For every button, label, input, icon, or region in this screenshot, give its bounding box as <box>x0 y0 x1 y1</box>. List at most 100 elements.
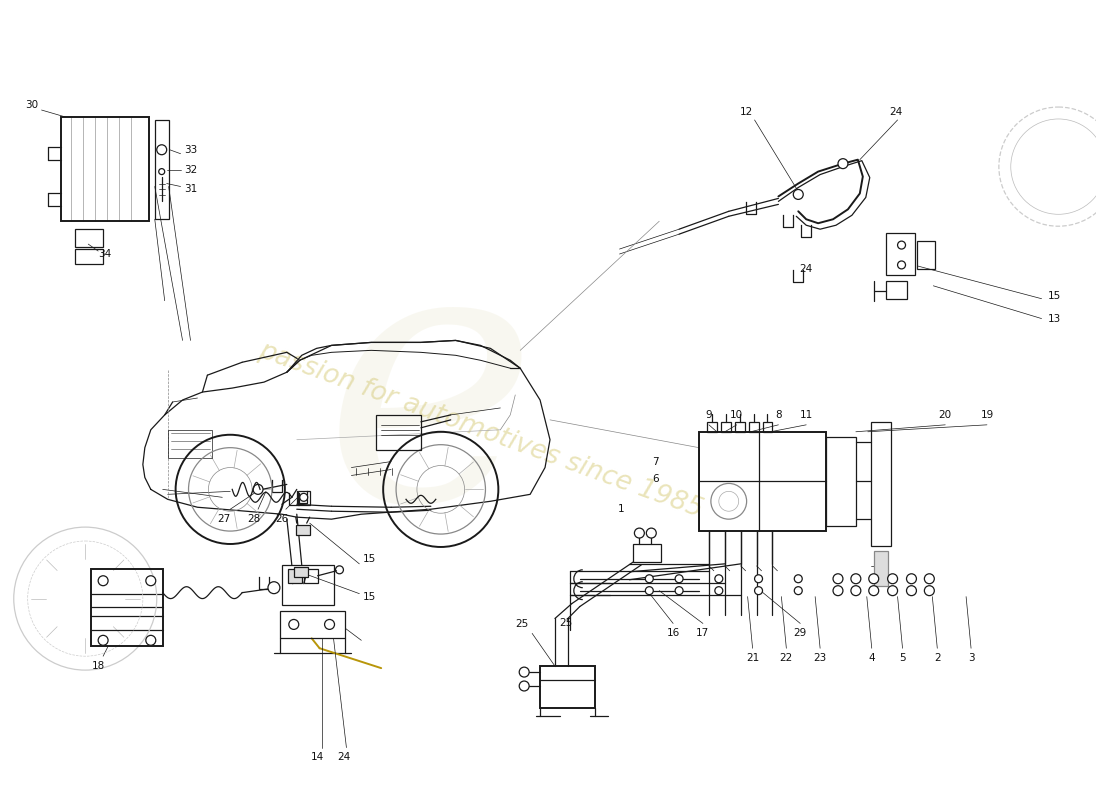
Text: 5: 5 <box>899 653 905 663</box>
Text: 4: 4 <box>868 653 876 663</box>
Bar <box>886 281 907 298</box>
Circle shape <box>838 158 848 169</box>
Circle shape <box>715 586 723 594</box>
Circle shape <box>519 667 529 677</box>
Text: 19: 19 <box>980 410 993 420</box>
Circle shape <box>646 586 653 594</box>
Circle shape <box>646 574 653 582</box>
Bar <box>155 120 168 219</box>
Bar <box>873 551 888 586</box>
Circle shape <box>898 241 905 249</box>
Circle shape <box>869 586 879 596</box>
Text: 23: 23 <box>814 653 827 663</box>
Text: 6: 6 <box>652 474 659 485</box>
Circle shape <box>647 528 657 538</box>
Bar <box>298 491 310 506</box>
Bar <box>167 430 212 458</box>
Bar <box>540 666 595 708</box>
Circle shape <box>268 582 279 594</box>
Circle shape <box>834 586 842 594</box>
Bar <box>707 422 717 432</box>
Circle shape <box>635 528 645 538</box>
Text: 26: 26 <box>275 514 288 524</box>
Bar <box>75 229 103 247</box>
Text: 9: 9 <box>705 410 712 420</box>
Bar <box>75 249 103 264</box>
Circle shape <box>906 574 916 584</box>
Text: passion for automotives since 1985: passion for automotives since 1985 <box>255 337 706 522</box>
Text: 24: 24 <box>889 107 902 117</box>
Circle shape <box>834 574 842 582</box>
Text: 28: 28 <box>248 514 261 524</box>
Circle shape <box>793 190 803 199</box>
Bar <box>62 117 149 222</box>
Circle shape <box>888 574 898 584</box>
Text: 25: 25 <box>559 618 572 629</box>
Bar <box>634 544 661 562</box>
Text: 32: 32 <box>184 165 197 174</box>
Text: 31: 31 <box>184 185 197 194</box>
Bar <box>282 565 333 605</box>
Text: 22: 22 <box>780 653 793 663</box>
Circle shape <box>324 619 334 630</box>
Bar <box>762 422 772 432</box>
Bar <box>288 569 301 582</box>
Text: 11: 11 <box>800 410 813 420</box>
Circle shape <box>299 494 308 502</box>
Circle shape <box>157 145 167 154</box>
Circle shape <box>146 576 156 586</box>
Circle shape <box>888 586 898 596</box>
Circle shape <box>98 576 108 586</box>
Bar <box>917 241 935 269</box>
Circle shape <box>794 586 802 594</box>
Text: 21: 21 <box>746 653 759 663</box>
Bar <box>294 567 308 577</box>
Circle shape <box>519 681 529 691</box>
Circle shape <box>675 574 683 582</box>
Text: 7: 7 <box>652 457 659 466</box>
Circle shape <box>146 635 156 646</box>
Circle shape <box>715 574 723 582</box>
Text: 8: 8 <box>776 410 782 420</box>
Bar <box>735 422 745 432</box>
Bar <box>871 422 891 546</box>
Bar <box>91 569 163 646</box>
Circle shape <box>869 574 879 584</box>
Text: 30: 30 <box>25 100 39 110</box>
Circle shape <box>851 574 861 584</box>
Text: 12: 12 <box>740 107 754 117</box>
Circle shape <box>851 586 861 596</box>
Bar <box>296 525 310 535</box>
Text: 15: 15 <box>363 592 376 602</box>
Bar <box>886 233 915 275</box>
Text: 1: 1 <box>618 504 625 514</box>
Circle shape <box>924 586 934 596</box>
Circle shape <box>253 485 263 494</box>
Circle shape <box>833 574 843 584</box>
Bar <box>304 569 318 582</box>
Text: 20: 20 <box>938 410 952 420</box>
Bar <box>279 610 345 638</box>
Text: 18: 18 <box>91 661 104 671</box>
Text: 33: 33 <box>184 145 197 154</box>
Circle shape <box>924 574 934 584</box>
Circle shape <box>794 574 802 582</box>
Text: 2: 2 <box>934 653 940 663</box>
Text: 3: 3 <box>968 653 975 663</box>
Circle shape <box>906 586 916 596</box>
Text: 24: 24 <box>800 264 813 274</box>
Circle shape <box>675 586 683 594</box>
Text: 16: 16 <box>667 628 680 638</box>
Circle shape <box>755 574 762 582</box>
Circle shape <box>755 586 762 594</box>
Circle shape <box>98 635 108 646</box>
Bar <box>826 437 856 526</box>
Circle shape <box>289 619 299 630</box>
Text: 25: 25 <box>516 619 529 630</box>
Circle shape <box>898 261 905 269</box>
Text: 17: 17 <box>696 628 710 638</box>
Bar <box>376 415 421 450</box>
Bar <box>720 422 730 432</box>
Text: 10: 10 <box>730 410 744 420</box>
Text: 14: 14 <box>311 753 324 762</box>
